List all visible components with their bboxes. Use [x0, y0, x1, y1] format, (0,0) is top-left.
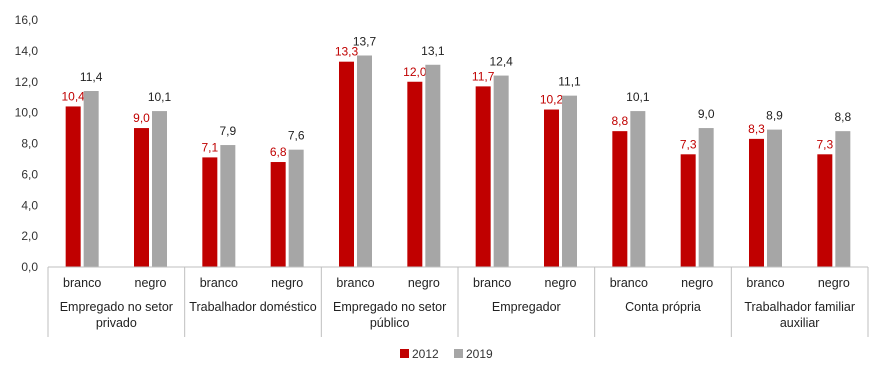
- y-tick-label: 0,0: [21, 260, 38, 274]
- group-label: privado: [96, 316, 137, 330]
- bar-2012-branco: [65, 106, 81, 267]
- bar-2019-negro: [698, 128, 714, 267]
- data-label: 11,1: [558, 75, 581, 89]
- data-label: 6,8: [270, 145, 287, 159]
- data-label: 7,3: [680, 137, 697, 151]
- bar-2019-branco: [220, 145, 236, 267]
- data-label: 7,3: [816, 137, 833, 151]
- y-tick-label: 14,0: [15, 44, 39, 58]
- y-axis: 0,0 2,0 4,0 6,0 8,0 10,0 12,0 14,0 16,0: [15, 13, 39, 274]
- bars: 10,4 11,4 9,0 10,1 7,17,9 6,87,6 13,313,7 12,0 1…: [61, 35, 851, 268]
- bar-2012-negro: [407, 81, 423, 267]
- bar-2012-branco: [339, 61, 354, 268]
- data-label: 8,3: [748, 122, 765, 136]
- data-label: 10,4: [61, 89, 85, 103]
- bar-2012-branco: [612, 131, 628, 267]
- x-tick-label: negro: [818, 276, 850, 290]
- x-axis: branco negro branco negro branco negro branco n…: [47, 266, 869, 337]
- y-tick-label: 6,0: [21, 167, 38, 181]
- x-tick-label: negro: [271, 276, 303, 290]
- x-tick-label: branco: [336, 276, 374, 290]
- data-label: 13,1: [421, 44, 445, 58]
- bar-2019-negro: [835, 131, 851, 267]
- x-tick-label: branco: [473, 276, 511, 290]
- x-tick-label: branco: [200, 276, 238, 290]
- data-label: 10,2: [540, 93, 564, 107]
- data-label: 8,8: [834, 110, 851, 124]
- bar-2019-negro: [152, 111, 167, 267]
- group-label: auxiliar: [780, 316, 820, 330]
- bar-2019-branco: [83, 91, 99, 267]
- group-label: Empregado no setor: [333, 300, 446, 314]
- x-tick-label: branco: [746, 276, 784, 290]
- x-tick-label: branco: [63, 276, 101, 290]
- y-tick-label: 2,0: [21, 229, 38, 243]
- y-tick-label: 10,0: [15, 106, 39, 120]
- bar-2019-negro: [425, 64, 441, 267]
- group-label: Trabalhador familiar: [744, 300, 855, 314]
- data-label: 9,0: [698, 107, 715, 121]
- group-label: Empregado no setor: [60, 300, 173, 314]
- legend-swatch-2012: [400, 349, 409, 358]
- y-tick-label: 4,0: [21, 198, 38, 212]
- y-tick-label: 8,0: [21, 137, 38, 151]
- x-tick-label: negro: [408, 276, 440, 290]
- legend-label: 2012: [412, 347, 439, 361]
- legend-swatch-2019: [454, 349, 463, 358]
- group-label: público: [370, 316, 410, 330]
- data-label: 8,9: [766, 109, 783, 123]
- legend-label: 2019: [466, 347, 493, 361]
- data-label: 11,4: [80, 70, 103, 84]
- group-label: Empregador: [492, 300, 561, 314]
- group-label: Conta própria: [625, 300, 701, 314]
- x-tick-label: branco: [610, 276, 648, 290]
- bar-2019-branco: [767, 129, 782, 267]
- data-label: 13,7: [353, 35, 377, 49]
- data-label: 7,1: [201, 140, 218, 154]
- data-label: 10,1: [148, 90, 172, 104]
- x-tick-label: negro: [681, 276, 713, 290]
- bar-2012-negro: [680, 154, 696, 267]
- data-label: 12,4: [489, 55, 513, 69]
- bar-2012-negro: [544, 109, 559, 267]
- bar-2012-negro: [817, 154, 833, 267]
- legend: 2012 2019: [400, 347, 493, 361]
- bar-2012-branco: [475, 86, 491, 267]
- group-label: Trabalhador doméstico: [189, 300, 316, 314]
- y-tick-label: 12,0: [15, 75, 39, 89]
- data-label: 9,0: [133, 111, 150, 125]
- bar-2019-branco: [493, 75, 509, 267]
- data-label: 8,8: [611, 114, 628, 128]
- data-label: 11,7: [472, 69, 495, 83]
- x-tick-label: negro: [135, 276, 167, 290]
- bar-2012-negro: [270, 162, 286, 267]
- bar-2019-branco: [630, 111, 646, 267]
- bar-2012-negro: [134, 128, 149, 267]
- bar-2019-branco: [357, 55, 372, 267]
- data-label: 12,0: [403, 65, 427, 79]
- data-label: 7,9: [219, 124, 236, 138]
- bar-2012-branco: [749, 138, 764, 267]
- data-label: 10,1: [626, 90, 650, 104]
- x-tick-label: negro: [545, 276, 577, 290]
- y-tick-label: 16,0: [15, 13, 39, 27]
- bar-2019-negro: [562, 95, 577, 267]
- bar-2019-negro: [288, 149, 304, 267]
- data-label: 13,3: [335, 45, 359, 59]
- bar-2012-branco: [202, 157, 218, 267]
- data-label: 7,6: [288, 129, 305, 143]
